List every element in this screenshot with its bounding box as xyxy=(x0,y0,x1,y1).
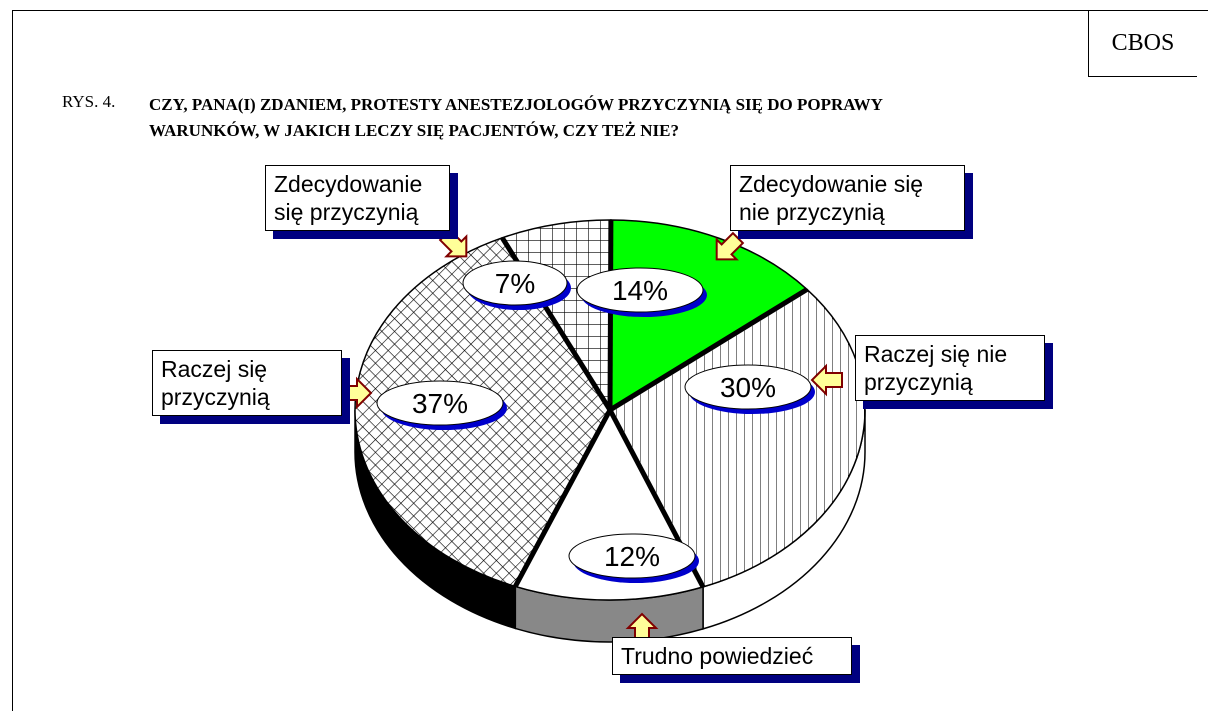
arrow xyxy=(715,231,745,261)
arrow xyxy=(438,228,468,258)
chart-title: CZY, PANA(I) ZDANIEM, PROTESTY ANESTEZJO… xyxy=(149,95,883,140)
category-label: Zdecydowanie się przyczynią xyxy=(265,165,450,231)
source: CBOS xyxy=(1088,10,1197,77)
label-bg xyxy=(376,380,504,426)
slice-divider xyxy=(608,287,809,413)
label-bg xyxy=(576,267,704,313)
pie-slice xyxy=(609,219,809,412)
value-label: 12% xyxy=(604,541,660,572)
label-bg xyxy=(462,260,568,306)
category-label: Zdecydowanie się nie przyczynią xyxy=(730,165,965,231)
value-label: 7% xyxy=(495,268,535,299)
label-bg xyxy=(684,364,812,410)
slice-divider xyxy=(607,219,614,411)
arrow xyxy=(810,363,843,397)
figure-label: RYS. 4. xyxy=(62,92,116,111)
value-label: 14% xyxy=(612,275,668,306)
category-label: Raczej się przyczynią xyxy=(152,350,342,416)
value-label: 30% xyxy=(720,372,776,403)
category-label: Raczej się nie przyczynią xyxy=(855,335,1045,401)
category-label: Trudno powiedzieć xyxy=(612,637,852,675)
frame xyxy=(12,10,1208,711)
label-bg xyxy=(568,533,696,579)
value-label: 37% xyxy=(412,388,468,419)
arrow xyxy=(340,376,373,410)
pie-slice xyxy=(609,288,866,588)
slice-divider xyxy=(513,408,613,588)
